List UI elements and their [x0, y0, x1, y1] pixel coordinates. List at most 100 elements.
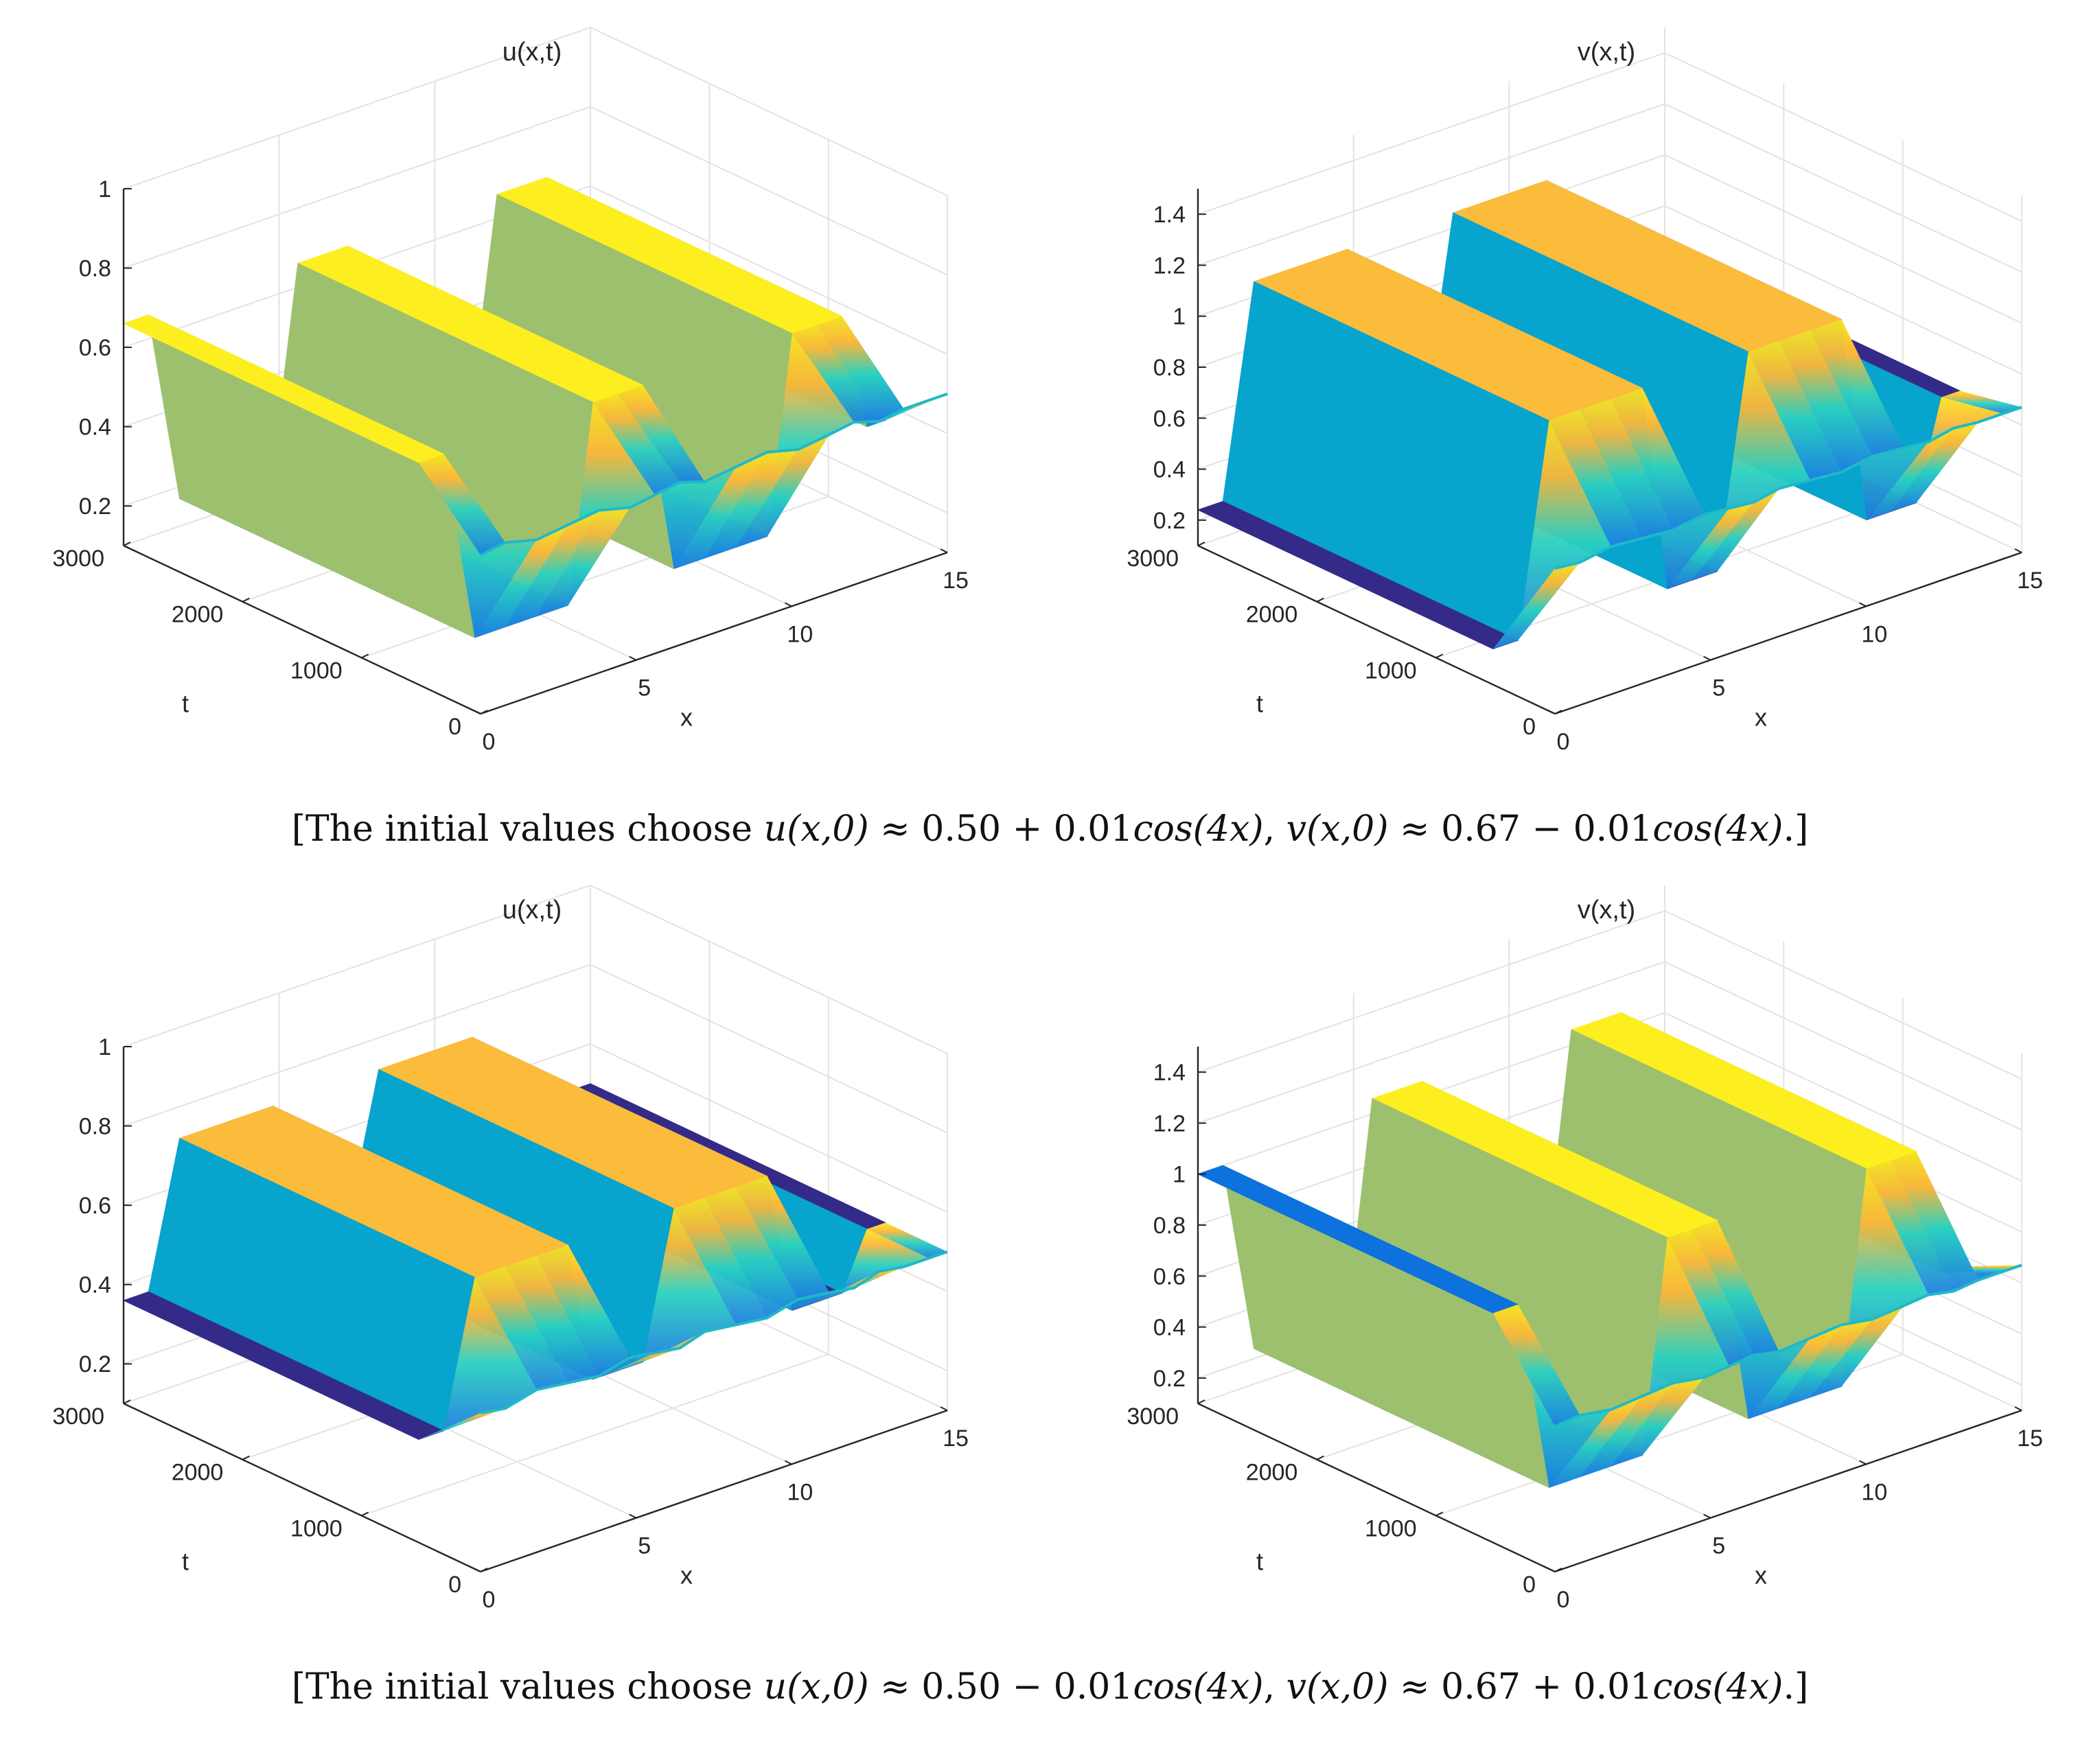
- grid-line: [590, 1043, 948, 1213]
- x-tick-label: 0: [1557, 1587, 1570, 1613]
- surface-transition: [673, 452, 768, 569]
- surface-transition: [505, 510, 599, 627]
- x-axis-line: [480, 1409, 948, 1573]
- surface-transition: [1891, 1151, 1978, 1292]
- surface-transition: [537, 507, 630, 616]
- x-tick-label: 5: [1712, 1533, 1725, 1559]
- surface-edge: [480, 393, 948, 557]
- surface-transition: [1916, 397, 2003, 503]
- x-tick: [1703, 655, 1711, 661]
- x-tick-label: 10: [787, 1479, 813, 1505]
- t-axis-label: t: [1256, 690, 1263, 718]
- grid-line: [590, 27, 948, 196]
- surface-transition: [866, 1222, 947, 1259]
- surface-transition: [1492, 1304, 1580, 1427]
- t-axis-line: [123, 544, 481, 715]
- x-tick: [784, 1460, 792, 1465]
- caption-top-v-cos: cos(4x): [1652, 808, 1784, 850]
- caption-top-v-expr: v(x,0): [1286, 808, 1389, 850]
- t-tick: [361, 1511, 369, 1517]
- t-tick: [123, 542, 131, 546]
- axes-labels: 0 5 10 15 0 1000 2000 3000 0.2 0.4 0.6 0.8 1 x t u(x,t): [52, 38, 969, 755]
- grid-line: [123, 964, 591, 1127]
- surface-transition: [1866, 428, 1954, 520]
- surface-transition: [1549, 1396, 1642, 1488]
- x-tick: [940, 548, 948, 553]
- panel-top-right-v: 0 5 10 15 0 1000 2000 3000 0.2 0.4 0.6 0.8 1 1.2 1.4 x t…: [1127, 27, 2043, 755]
- panel-top-left-u: 0 5 10 15 0 1000 2000 3000 0.2 0.4 0.6 0.8 1 x t u(x,t): [52, 27, 969, 755]
- x-axis-line: [1554, 1409, 2022, 1573]
- surface-transition: [1779, 330, 1873, 472]
- surface-transition: [1580, 1383, 1674, 1477]
- z-tick-label: 1: [1173, 304, 1186, 330]
- t-tick: [1554, 710, 1562, 714]
- axes-labels: 0 5 10 15 0 1000 2000 3000 0.2 0.4 0.6 0.8 1 1.2 1.4 x t…: [1127, 38, 2043, 755]
- x-tick-label: 5: [638, 675, 651, 701]
- t-tick: [1435, 1511, 1444, 1517]
- t-tick: [1554, 1568, 1562, 1572]
- z-tick-label: 1: [1173, 1162, 1186, 1188]
- t-tick: [242, 1455, 250, 1460]
- x-tick-label: 0: [1557, 729, 1570, 755]
- t-axis-label: t: [182, 1548, 189, 1576]
- caption-top: [The initial values choose u(x,0) ≈ 0.50…: [0, 808, 2100, 850]
- grid-line: [1664, 961, 2022, 1131]
- x-tick-label: 5: [1712, 675, 1725, 701]
- surface-transition: [1941, 391, 2022, 414]
- surface-transition: [1748, 1325, 1842, 1419]
- panel-title: u(x,t): [503, 896, 562, 924]
- z-tick-label: 0.6: [79, 335, 111, 361]
- grid-line: [1197, 103, 1665, 266]
- x-tick: [629, 655, 637, 661]
- caption-bottom-u-rhs: ≈ 0.50 − 0.01: [868, 1666, 1133, 1708]
- surface: [1197, 1012, 2022, 1489]
- x-axis-label: x: [1755, 1561, 1767, 1590]
- z-tick-label: 1.2: [1153, 1110, 1186, 1137]
- t-tick-label: 1000: [290, 657, 343, 684]
- t-tick-label: 2000: [172, 1460, 224, 1486]
- x-tick-label: 10: [1861, 1479, 1887, 1505]
- t-tick-label: 0: [1523, 714, 1536, 740]
- surface-transition: [1667, 1229, 1755, 1366]
- surface-transition: [418, 454, 506, 555]
- surface-transition: [1891, 422, 1978, 511]
- t-tick: [1197, 1399, 1205, 1404]
- t-tick: [123, 1399, 131, 1404]
- surface-transition: [736, 1176, 829, 1300]
- caption-top-prefix: [The initial values choose: [291, 808, 764, 850]
- surface-transition: [673, 1198, 768, 1325]
- grid-line: [590, 964, 948, 1134]
- grid-line: [590, 185, 948, 356]
- t-tick-label: 3000: [1127, 546, 1179, 572]
- x-tick: [1858, 602, 1867, 607]
- x-tick: [1703, 1513, 1711, 1519]
- z-tick-label: 0.8: [79, 1114, 111, 1140]
- t-tick: [480, 1568, 488, 1572]
- x-tick-label: 15: [2017, 1425, 2043, 1452]
- t-tick: [480, 710, 488, 714]
- x-tick: [473, 1568, 481, 1572]
- x-tick: [1547, 710, 1556, 714]
- z-tick-label: 0.6: [79, 1193, 111, 1219]
- surface-edge: [480, 1250, 948, 1415]
- z-tick-label: 0.4: [1153, 457, 1186, 483]
- surface-transition: [1692, 488, 1779, 581]
- grid-line: [590, 885, 948, 1054]
- t-axis-label: t: [182, 690, 189, 718]
- z-tick-label: 0.4: [79, 1272, 111, 1299]
- z-tick-label: 0.8: [1153, 1213, 1186, 1239]
- surface-transition: [1810, 1305, 1904, 1397]
- z-tick-label: 1.2: [1153, 253, 1186, 279]
- surface-transition: [418, 1408, 506, 1440]
- x-tick-label: 5: [638, 1533, 651, 1559]
- surface-transition: [1611, 388, 1705, 531]
- t-tick-label: 3000: [52, 546, 104, 572]
- grid-line: [1664, 52, 2022, 222]
- t-tick-label: 0: [448, 1572, 461, 1598]
- surface-transition: [537, 1245, 630, 1377]
- surface-edge: [1554, 1264, 2022, 1428]
- surface-transition: [592, 393, 680, 496]
- surface-transition: [1611, 1377, 1705, 1466]
- t-tick-label: 1000: [1365, 657, 1417, 684]
